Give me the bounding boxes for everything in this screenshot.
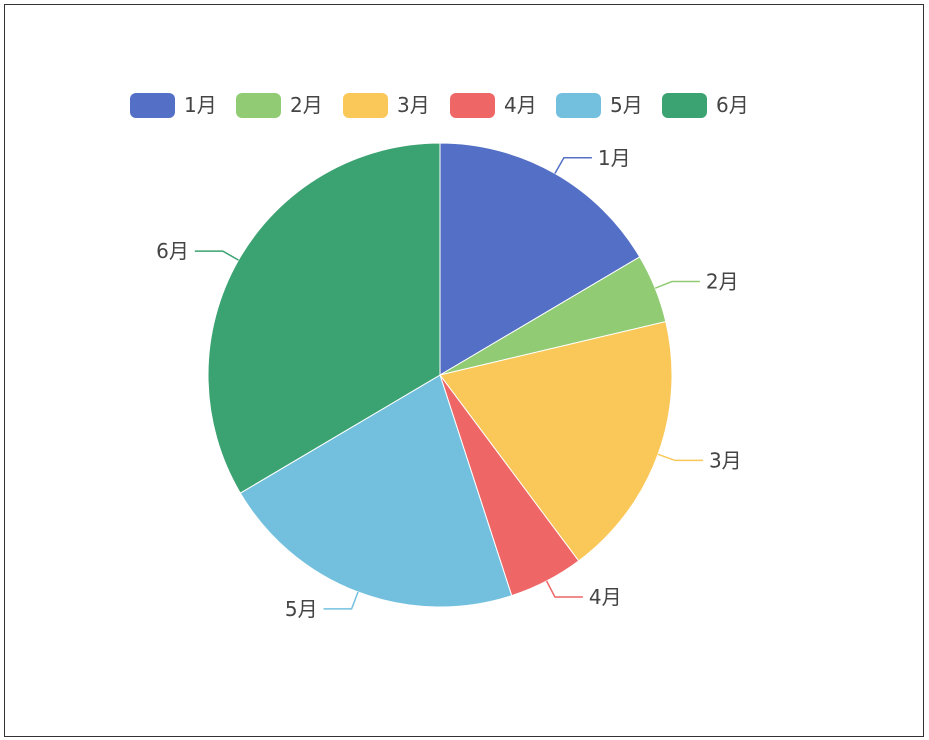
chart-legend: 1月 2月 3月 4月 5月 6月	[130, 93, 749, 118]
label-leader-line	[654, 280, 700, 289]
legend-item-6[interactable]: 6月	[662, 93, 749, 118]
legend-label: 3月	[397, 93, 430, 117]
legend-item-1[interactable]: 1月	[130, 93, 217, 118]
label-leader-line	[194, 250, 239, 261]
legend-swatch	[236, 93, 281, 118]
legend-swatch	[450, 93, 495, 118]
legend-label: 4月	[504, 93, 537, 117]
slice-label-4: 4月	[589, 585, 622, 609]
pie-slice-1[interactable]	[439, 142, 641, 376]
slice-labels: 1月 2月 3月 4月 5月 6月	[156, 146, 742, 621]
legend-swatch	[130, 93, 175, 118]
label-leader-line	[657, 453, 703, 462]
legend-label: 5月	[610, 93, 643, 117]
pie-slice-6[interactable]	[207, 142, 441, 494]
slice-label-6: 6月	[156, 239, 189, 263]
slice-label-3: 3月	[709, 448, 742, 472]
legend-label: 6月	[716, 93, 749, 117]
legend-label: 2月	[290, 93, 323, 117]
legend-swatch	[556, 93, 601, 118]
slice-label-2: 2月	[706, 270, 739, 294]
legend-item-4[interactable]: 4月	[450, 93, 537, 118]
label-leader-line	[323, 591, 359, 610]
pie-slice-5[interactable]	[239, 374, 513, 608]
label-leader-line	[554, 157, 592, 174]
slice-label-1: 1月	[598, 146, 631, 170]
legend-swatch	[343, 93, 388, 118]
legend-item-2[interactable]: 2月	[236, 93, 323, 118]
legend-item-5[interactable]: 5月	[556, 93, 643, 118]
legend-swatch	[662, 93, 707, 118]
pie-slices	[207, 142, 673, 608]
slice-label-5: 5月	[285, 597, 318, 621]
legend-item-3[interactable]: 3月	[343, 93, 430, 118]
label-leader-line	[545, 580, 583, 598]
legend-label: 1月	[184, 93, 217, 117]
